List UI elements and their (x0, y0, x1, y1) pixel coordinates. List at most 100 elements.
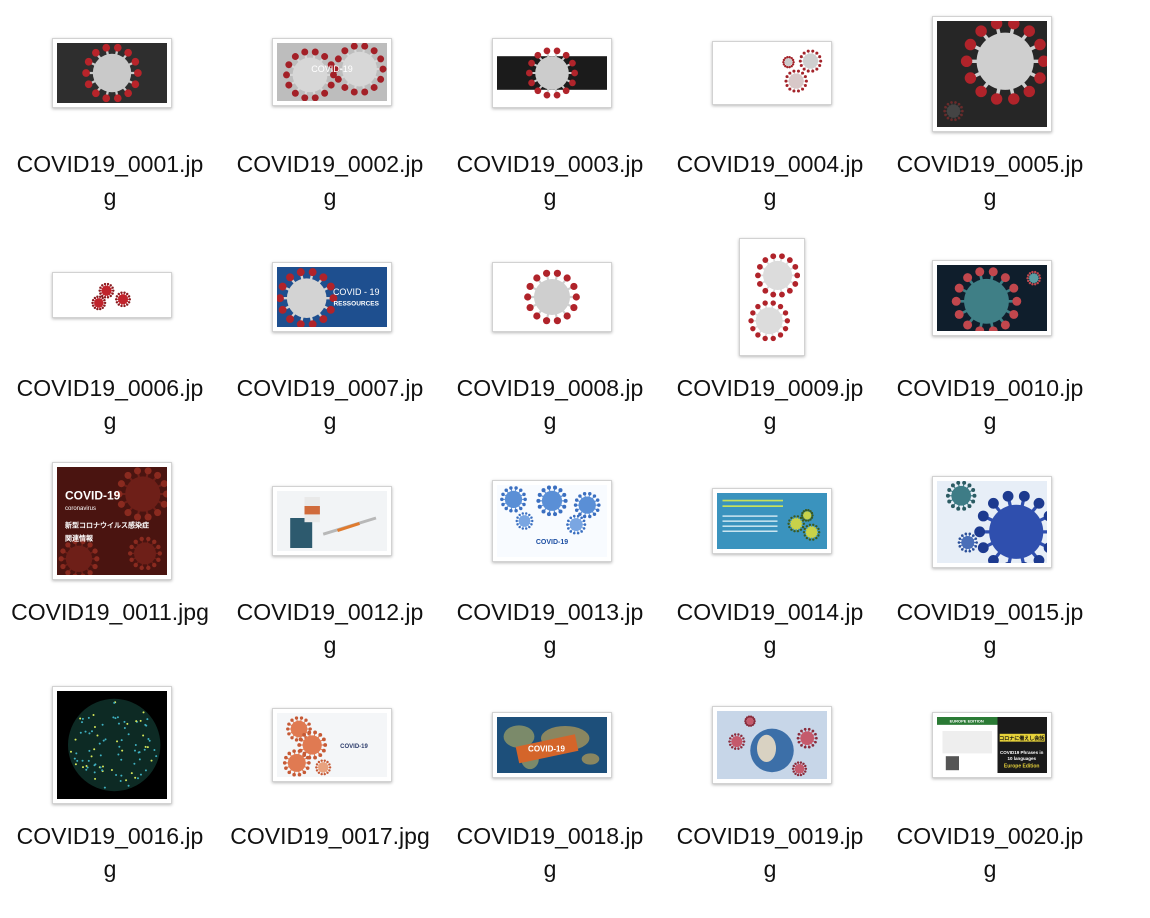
file-name-label: COVID19_0002.jp g (220, 148, 440, 214)
file-item[interactable]: COVID-19 COVID19_0017.jpg (220, 672, 440, 896)
file-name-label: COVID19_0009.jp g (660, 372, 880, 438)
file-thumbnail[interactable] (932, 260, 1052, 336)
file-name-label: COVID19_0005.jp g (880, 148, 1100, 214)
file-name-line-2: g (440, 181, 660, 214)
file-thumbnail[interactable]: COVID-19 (272, 38, 392, 106)
file-name-label: COVID19_0014.jp g (660, 596, 880, 662)
thumbnail-overlay-text: 関連情報 (65, 533, 94, 542)
file-name-line-1: COVID19_0017.jpg (210, 820, 450, 853)
file-name-line-1: COVID19_0006.jp (0, 372, 220, 405)
file-thumbnail[interactable] (52, 38, 172, 108)
thumbnail-overlay-title: COVID-19 (340, 744, 368, 750)
file-name-line-2: g (0, 405, 220, 438)
file-item[interactable]: COVID19_0005.jp g (880, 0, 1100, 224)
file-name-label: COVID19_0016.jp g (0, 820, 220, 886)
thumbnail-image (57, 43, 167, 103)
thumbnail-overlay-title: COVID - 19 (333, 287, 380, 297)
file-item[interactable]: COVID19_0010.jp g (880, 224, 1100, 448)
file-thumbnail[interactable] (712, 488, 832, 554)
file-item[interactable]: COVID19_0008.jp g (440, 224, 660, 448)
file-name-line-2: g (880, 181, 1100, 214)
file-item[interactable]: COVID19_0016.jp g (0, 672, 220, 896)
file-item[interactable]: COVID-19 COVID19_0002.jp g (220, 0, 440, 224)
file-name-line-2: g (440, 629, 660, 662)
thumbnail-overlay-subtitle: coronavirus (65, 506, 96, 512)
file-name-line-1: COVID19_0020.jp (880, 820, 1100, 853)
file-thumbnail[interactable] (712, 706, 832, 784)
file-name-line-1: COVID19_0003.jp (440, 148, 660, 181)
file-thumbnail[interactable] (932, 476, 1052, 568)
file-item[interactable]: COVID19_0019.jp g (660, 672, 880, 896)
file-name-line-1: COVID19_0001.jp (0, 148, 220, 181)
file-thumbnail[interactable] (492, 38, 612, 108)
file-item[interactable]: COVID19_0014.jp g (660, 448, 880, 672)
file-thumbnail[interactable]: COVID-19 (492, 712, 612, 778)
file-item[interactable]: COVID-19 COVID19_0018.jp g (440, 672, 660, 896)
file-name-line-2: g (660, 853, 880, 886)
file-name-label: COVID19_0012.jp g (220, 596, 440, 662)
file-item[interactable]: COVID19_0012.jp g (220, 448, 440, 672)
file-name-label: COVID19_0013.jp g (440, 596, 660, 662)
file-name-line-1: COVID19_0005.jp (880, 148, 1100, 181)
file-name-line-2: g (220, 405, 440, 438)
file-item[interactable]: COVID19_0001.jp g (0, 0, 220, 224)
file-name-line-2: g (220, 181, 440, 214)
file-name-line-2: g (0, 181, 220, 214)
file-name-line-2: g (660, 629, 880, 662)
thumbnail-image (497, 43, 607, 103)
file-item[interactable]: EUROPE EDITION コロナに備えし会話 COVID19 Phrases i… (880, 672, 1100, 896)
file-item[interactable]: COVID19_0009.jp g (660, 224, 880, 448)
file-name-label: COVID19_0015.jp g (880, 596, 1100, 662)
file-thumbnail[interactable] (932, 16, 1052, 132)
thumbnail-overlay-subtitle: RESSOURCES (333, 300, 379, 307)
file-name-line-2: g (660, 405, 880, 438)
file-name-line-1: COVID19_0007.jp (220, 372, 440, 405)
thumbnail-image: COVID-19 coronavirus 新型コロナウイルス感染症関連情報 (57, 467, 167, 575)
thumbnail-image (744, 243, 800, 351)
file-name-line-1: COVID19_0016.jp (0, 820, 220, 853)
file-name-line-1: COVID19_0010.jp (880, 372, 1100, 405)
file-thumbnail[interactable] (712, 41, 832, 105)
file-thumbnail[interactable] (52, 272, 172, 318)
file-item[interactable]: COVID-19 COVID19_0013.jp g (440, 448, 660, 672)
thumbnail-image (57, 277, 167, 313)
thumbnail-overlay-title: COVID-19 (536, 539, 568, 546)
file-name-label: COVID19_0017.jpg (210, 820, 450, 853)
file-item[interactable]: COVID - 19 RESSOURCES COVID19_0007.jp g (220, 224, 440, 448)
file-name-label: COVID19_0019.jp g (660, 820, 880, 886)
file-thumbnail[interactable]: COVID - 19 RESSOURCES (272, 262, 392, 332)
file-thumbnail[interactable] (739, 238, 805, 356)
file-name-line-1: COVID19_0008.jp (440, 372, 660, 405)
file-name-line-1: COVID19_0002.jp (220, 148, 440, 181)
file-item[interactable]: COVID19_0004.jp g (660, 0, 880, 224)
file-thumbnail[interactable]: EUROPE EDITION コロナに備えし会話 COVID19 Phrases i… (932, 712, 1052, 778)
file-thumbnail[interactable] (52, 686, 172, 804)
file-name-line-1: COVID19_0013.jp (440, 596, 660, 629)
file-item[interactable]: COVID-19 coronavirus 新型コロナウイルス感染症 関連情報 COVID… (0, 448, 220, 672)
file-name-label: COVID19_0001.jp g (0, 148, 220, 214)
file-thumbnail[interactable] (492, 262, 612, 332)
file-item[interactable]: COVID19_0015.jp g (880, 448, 1100, 672)
file-thumbnail[interactable]: COVID-19 (272, 708, 392, 782)
thumbnail-image: COVID-19 (497, 485, 607, 557)
thumbnail-image: COVID-19 (277, 713, 387, 777)
file-name-line-1: COVID19_0011.jpg (0, 596, 230, 629)
file-thumbnail[interactable]: COVID-19 (492, 480, 612, 562)
file-name-label: COVID19_0007.jp g (220, 372, 440, 438)
thumbnail-image (937, 481, 1047, 563)
thumbnail-overlay-edition: Europe Edition (1004, 763, 1040, 769)
file-item[interactable]: COVID19_0006.jp g (0, 224, 220, 448)
thumbnail-overlay-title: COVID19 Phrases in (1000, 750, 1044, 755)
thumbnail-overlay-jp: コロナに備えし会話 (999, 735, 1044, 742)
file-name-label: COVID19_0018.jp g (440, 820, 660, 886)
file-name-label: COVID19_0006.jp g (0, 372, 220, 438)
file-name-label: COVID19_0004.jp g (660, 148, 880, 214)
thumbnail-overlay-text: 新型コロナウイルス感染症 (65, 520, 149, 529)
file-item[interactable]: COVID19_0003.jp g (440, 0, 660, 224)
thumbnail-image: COVID - 19 RESSOURCES (277, 267, 387, 327)
file-name-line-2: g (880, 853, 1100, 886)
thumbnail-image (717, 46, 827, 100)
file-thumbnail[interactable]: COVID-19 coronavirus 新型コロナウイルス感染症 関連情報 (52, 462, 172, 580)
file-thumbnail[interactable] (272, 486, 392, 556)
file-name-line-1: COVID19_0014.jp (660, 596, 880, 629)
